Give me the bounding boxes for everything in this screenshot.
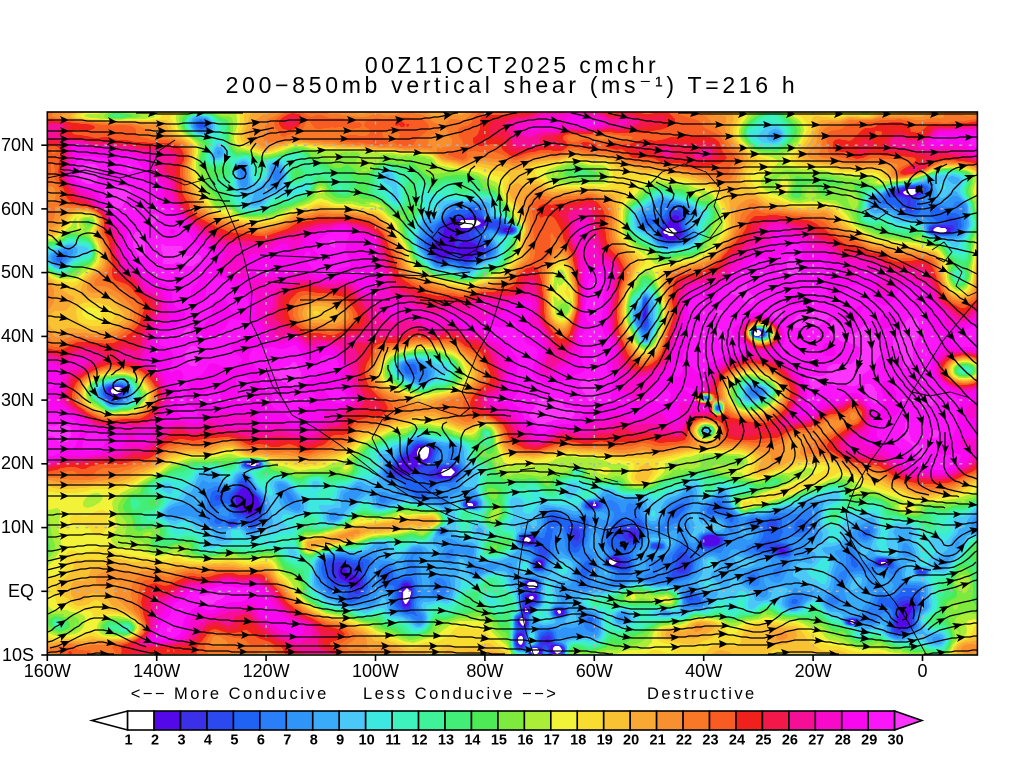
svg-text:2: 2	[151, 733, 159, 749]
svg-text:20: 20	[623, 733, 639, 749]
svg-text:5: 5	[230, 733, 238, 749]
svg-text:17: 17	[544, 733, 560, 749]
svg-text:1: 1	[125, 733, 133, 749]
svg-text:6: 6	[257, 733, 265, 749]
svg-text:23: 23	[702, 733, 718, 749]
svg-text:9: 9	[336, 733, 344, 749]
svg-text:12: 12	[411, 733, 427, 749]
svg-text:3: 3	[177, 733, 185, 749]
svg-text:28: 28	[835, 733, 851, 749]
svg-text:25: 25	[755, 733, 771, 749]
svg-text:22: 22	[676, 733, 692, 749]
svg-text:10: 10	[359, 733, 375, 749]
svg-text:8: 8	[310, 733, 318, 749]
svg-text:30: 30	[888, 733, 904, 749]
svg-text:7: 7	[283, 733, 291, 749]
svg-text:18: 18	[570, 733, 586, 749]
svg-text:14: 14	[464, 733, 480, 749]
svg-text:26: 26	[782, 733, 798, 749]
svg-text:29: 29	[861, 733, 877, 749]
svg-text:15: 15	[491, 733, 507, 749]
svg-text:24: 24	[729, 733, 745, 749]
svg-text:19: 19	[597, 733, 613, 749]
svg-text:13: 13	[438, 733, 454, 749]
svg-text:11: 11	[385, 733, 400, 749]
svg-text:16: 16	[517, 733, 533, 749]
svg-text:21: 21	[650, 733, 666, 749]
svg-text:27: 27	[808, 733, 824, 749]
svg-text:4: 4	[204, 733, 212, 749]
